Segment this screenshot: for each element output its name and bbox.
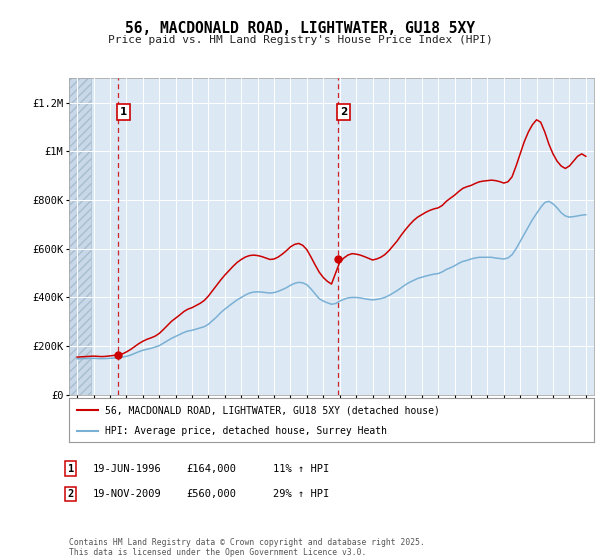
- Text: 56, MACDONALD ROAD, LIGHTWATER, GU18 5XY: 56, MACDONALD ROAD, LIGHTWATER, GU18 5XY: [125, 21, 475, 36]
- Text: 2: 2: [340, 106, 347, 116]
- Bar: [69, 78, 91, 395]
- Text: Price paid vs. HM Land Registry's House Price Index (HPI): Price paid vs. HM Land Registry's House …: [107, 35, 493, 45]
- Text: 2: 2: [68, 489, 74, 499]
- Text: 56, MACDONALD ROAD, LIGHTWATER, GU18 5XY (detached house): 56, MACDONALD ROAD, LIGHTWATER, GU18 5XY…: [105, 405, 440, 415]
- Text: 19-NOV-2009: 19-NOV-2009: [93, 489, 162, 499]
- Text: Contains HM Land Registry data © Crown copyright and database right 2025.
This d: Contains HM Land Registry data © Crown c…: [69, 538, 425, 557]
- Text: £560,000: £560,000: [186, 489, 236, 499]
- Text: 19-JUN-1996: 19-JUN-1996: [93, 464, 162, 474]
- Text: 1: 1: [119, 106, 127, 116]
- Text: HPI: Average price, detached house, Surrey Heath: HPI: Average price, detached house, Surr…: [105, 426, 387, 436]
- Text: 29% ↑ HPI: 29% ↑ HPI: [273, 489, 329, 499]
- Bar: [69, 78, 91, 395]
- Text: 11% ↑ HPI: 11% ↑ HPI: [273, 464, 329, 474]
- Text: £164,000: £164,000: [186, 464, 236, 474]
- Text: 1: 1: [68, 464, 74, 474]
